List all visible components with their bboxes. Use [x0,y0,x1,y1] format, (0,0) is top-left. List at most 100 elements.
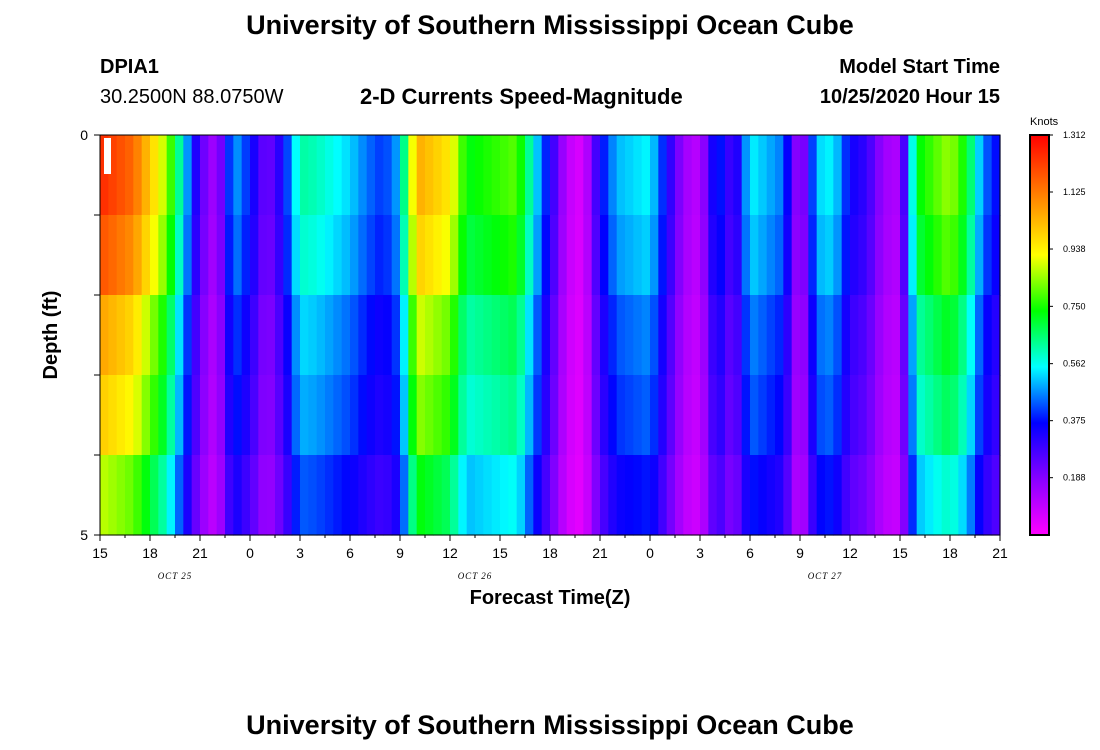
heatmap-cell [366,455,376,536]
y-tick-label: 0 [80,127,88,143]
heatmap-cell [841,375,851,456]
heatmap-cell [716,375,726,456]
heatmap-cell [941,455,951,536]
heatmap-cell [441,375,451,456]
heatmap-cell [783,455,793,536]
heatmap-cell [191,215,201,296]
heatmap-cell [583,455,593,536]
heatmap-cell [275,215,284,296]
heatmap-cell [575,135,584,216]
heatmap-cell [100,295,109,376]
heatmap-cell [258,375,268,456]
heatmap-cell [458,295,468,376]
heatmap-cell [808,375,818,456]
heatmap-cell [608,295,618,376]
date-labels: OCT 25 OCT 26 OCT 27 [158,571,842,581]
heatmap-cell [958,135,968,216]
heatmap-cell [558,135,568,216]
heatmap-cell [333,215,343,296]
heatmap-cell [575,295,584,376]
heatmap-cell [650,215,659,296]
heatmap-cell [650,375,659,456]
heatmap-cell [716,455,726,536]
heatmap-cell [233,295,243,376]
heatmap-cell [908,215,918,296]
heatmap-cell [775,135,784,216]
heatmap-cell [725,375,734,456]
heatmap-cell [133,375,143,456]
heatmap-cell [825,455,834,536]
x-tick-label: 3 [296,545,304,561]
heatmap-cell [208,375,218,456]
heatmap-cell [675,295,684,376]
heatmap-cell [950,295,959,376]
heatmap-cell [933,455,943,536]
heatmap-cell [791,375,801,456]
heatmap-cell [391,135,401,216]
heatmap-cell [483,375,493,456]
heatmap-cell [308,295,318,376]
heatmap-cell [533,215,543,296]
heatmap-cell [275,455,284,536]
heatmap-cell [983,455,993,536]
heatmap-cell [450,135,459,216]
heatmap-cell [666,135,676,216]
heatmap-cell [958,215,968,296]
heatmap-cell [841,135,851,216]
heatmap-cell [591,455,601,536]
heatmap-cell [100,375,109,456]
heatmap-cell [150,295,159,376]
heatmap-cell [983,295,993,376]
heatmap-cell [166,295,176,376]
heatmap-cell [916,135,926,216]
heatmap-cell [200,215,209,296]
colorbar-unit: Knots [1030,116,1059,128]
heatmap-cell [633,375,643,456]
heatmap-cell [625,455,634,536]
heatmap-cell [491,455,501,536]
station-coordinates: 30.2500N 88.0750W [100,86,284,108]
heatmap-cell [466,375,476,456]
heatmap-cell [775,295,784,376]
heatmap-cell [925,215,934,296]
heatmap-cell [683,135,693,216]
heatmap-cell [941,375,951,456]
heatmap-cell [475,215,484,296]
heatmap-cell [575,375,584,456]
heatmap-cell [658,375,668,456]
heatmap-cell [375,375,384,456]
heatmap-cell [150,215,159,296]
heatmap-cell [341,295,351,376]
heatmap-cell [766,215,776,296]
heatmap-cell [241,375,251,456]
heatmap-cell [958,375,968,456]
heatmap-cell [916,455,926,536]
heatmap-cell [475,455,484,536]
heatmap-cell [350,135,359,216]
heatmap-cell [966,455,976,536]
heatmap-cell [683,375,693,456]
heatmap-cell [883,215,893,296]
y-tick-label: 5 [80,527,88,543]
heatmap-cell [925,455,934,536]
heatmap-cell [725,295,734,376]
heatmap-cell [216,215,226,296]
heatmap-cell [225,375,234,456]
heatmap-cell [316,375,326,456]
heatmap-cell [891,455,901,536]
heatmap-cell [416,455,426,536]
heatmap-cell [375,295,384,376]
heatmap-cell [200,455,209,536]
heatmap-cell [566,455,576,536]
heatmap-cell [725,135,734,216]
heatmap-cell [583,375,593,456]
heatmap-cell [250,455,259,536]
heatmap-cell [933,295,943,376]
heatmap-cell [383,455,393,536]
heatmap-cell [341,375,351,456]
heatmap-cell [358,215,368,296]
heatmap-cell [100,215,109,296]
heatmap-cell [483,215,493,296]
heatmap-cell [225,135,234,216]
heatmap-cell [708,295,718,376]
